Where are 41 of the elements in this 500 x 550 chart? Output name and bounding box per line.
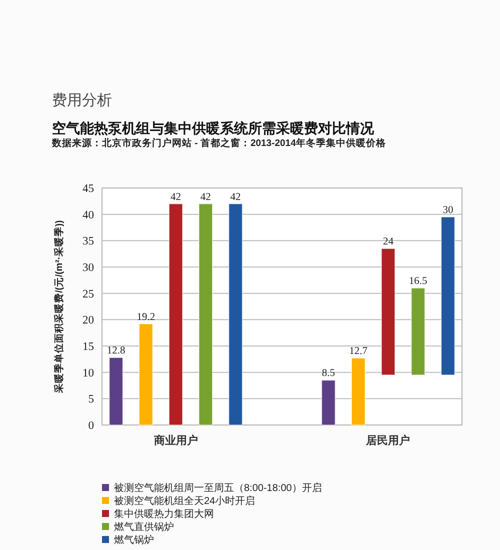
- x-tick-label: 居民用户: [365, 434, 410, 447]
- y-tick-label: 35: [82, 236, 94, 248]
- chart-subtitle: 数据来源：北京市政务门户网站 - 首都之窗：2013-2014年冬季集中供暖价格: [51, 137, 387, 149]
- bar: [138, 323, 154, 426]
- data-label: 30: [442, 204, 454, 216]
- data-label: 42: [200, 192, 211, 203]
- text: 费用分析: [52, 92, 112, 109]
- data-label: 19.2: [136, 312, 156, 323]
- legend-label: 集中供暖热力集团大网: [114, 508, 214, 520]
- bar: [168, 203, 183, 426]
- y-tick-label: 25: [82, 288, 94, 300]
- bar: [108, 357, 124, 426]
- data-label: 12.7: [349, 346, 368, 358]
- y-tick-label: 5: [88, 394, 94, 406]
- bar: [410, 288, 426, 376]
- y-tick-label: 20: [82, 314, 94, 327]
- data-label: 42: [170, 192, 182, 203]
- data-label: 24: [382, 236, 394, 248]
- bar: [440, 216, 456, 376]
- y-tick-label: 30: [82, 262, 94, 274]
- bar: [381, 248, 396, 376]
- bar: [228, 203, 243, 426]
- legend-label: 燃气直供锅炉: [114, 521, 174, 533]
- y-tick-label: 45: [82, 183, 94, 195]
- y-axis-title: 采暖季单位面积采暖费/(元/(m²·采暖季)): [53, 220, 65, 394]
- data-label: 16.5: [408, 276, 428, 288]
- legend-label: 被测空气能机组全天24小时开启: [114, 495, 256, 507]
- y-tick-label: 0: [88, 420, 94, 432]
- bar: [321, 380, 336, 426]
- chart-title: 空气能热泵机组与集中供暖系统所需采暖费对比情况: [52, 120, 375, 136]
- data-label: 42: [230, 192, 241, 203]
- data-label: 8.5: [322, 368, 336, 380]
- x-tick-label: 商业用户: [152, 434, 198, 447]
- legend-label: 燃气锅炉: [114, 534, 154, 546]
- y-tick-label: 40: [82, 209, 94, 222]
- legend-label: 被测空气能机组周一至周五（8:00-18:00）开启: [114, 482, 322, 494]
- data-label: 12.8: [106, 346, 126, 357]
- y-tick-label: 10: [82, 367, 94, 380]
- bar: [198, 203, 213, 426]
- bar: [351, 358, 366, 426]
- y-tick-label: 15: [82, 341, 94, 353]
